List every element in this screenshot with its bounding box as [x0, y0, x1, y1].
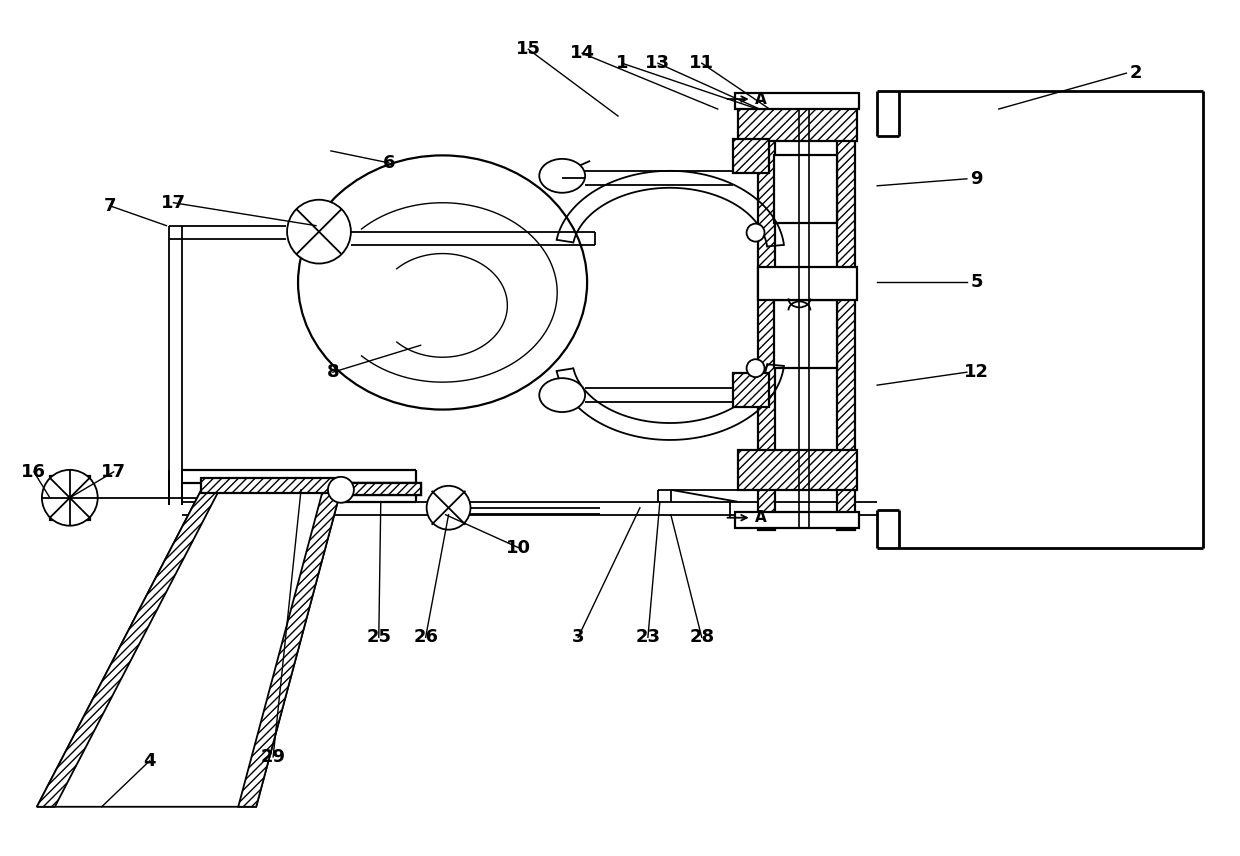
Bar	[775, 155, 837, 223]
Bar	[50, 476, 89, 520]
Bar	[341, 483, 420, 495]
Text: 5: 5	[971, 273, 983, 292]
Text: 8: 8	[326, 363, 340, 381]
Text: 2: 2	[1130, 64, 1142, 82]
Circle shape	[288, 199, 351, 264]
Text: 29: 29	[260, 748, 285, 766]
Circle shape	[746, 360, 765, 377]
Bar	[341, 483, 420, 495]
Text: 10: 10	[506, 538, 531, 556]
Ellipse shape	[539, 159, 585, 193]
Circle shape	[746, 223, 765, 241]
Bar	[758, 101, 775, 530]
Bar	[734, 512, 859, 527]
Text: 25: 25	[366, 628, 392, 646]
Polygon shape	[238, 490, 341, 806]
Text: 17: 17	[161, 193, 186, 211]
Bar	[775, 300, 837, 368]
Text: 15: 15	[516, 40, 541, 58]
Text: 23: 23	[635, 628, 661, 646]
Ellipse shape	[539, 378, 585, 412]
Bar	[733, 373, 769, 407]
Text: 6: 6	[382, 154, 396, 172]
Text: 14: 14	[569, 45, 595, 62]
Text: 4: 4	[144, 752, 156, 770]
Ellipse shape	[298, 156, 587, 409]
Bar	[738, 101, 857, 141]
Circle shape	[427, 486, 470, 530]
Bar	[734, 93, 859, 109]
Text: 12: 12	[965, 363, 990, 381]
Text: A: A	[755, 510, 766, 526]
Text: 1: 1	[616, 54, 629, 72]
Text: 11: 11	[689, 54, 714, 72]
Text: 13: 13	[645, 54, 671, 72]
Text: 28: 28	[689, 628, 714, 646]
Circle shape	[327, 477, 353, 502]
Text: 16: 16	[21, 463, 46, 481]
Text: A: A	[755, 92, 766, 106]
Bar	[837, 101, 856, 530]
Circle shape	[42, 470, 98, 526]
Polygon shape	[37, 490, 219, 806]
Text: 9: 9	[971, 169, 983, 187]
Text: 17: 17	[102, 463, 126, 481]
Polygon shape	[37, 490, 341, 806]
Bar	[733, 139, 769, 173]
Text: 3: 3	[572, 628, 584, 646]
Bar	[738, 450, 857, 490]
Bar	[758, 266, 857, 300]
Bar	[201, 478, 341, 493]
Text: 26: 26	[413, 628, 438, 646]
Text: 7: 7	[103, 197, 115, 215]
